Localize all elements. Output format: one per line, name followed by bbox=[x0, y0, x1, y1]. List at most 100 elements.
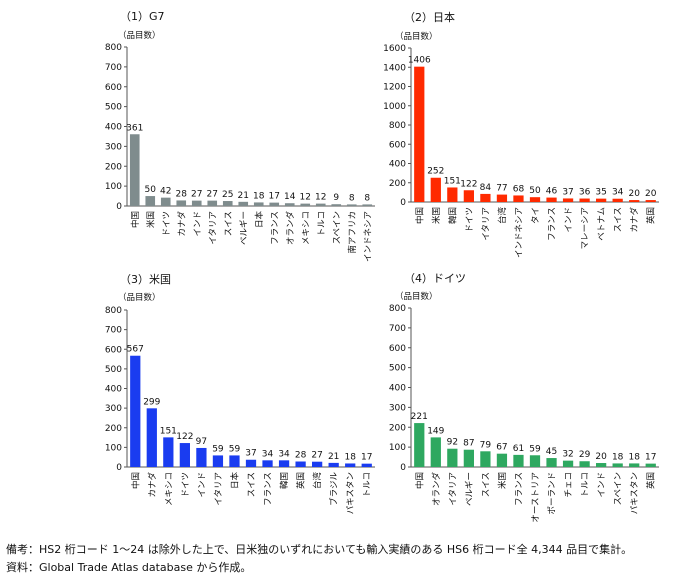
chart1-data-label: 12 bbox=[315, 193, 326, 203]
chart1-category-label: ドイツ bbox=[162, 211, 172, 237]
chart4-category-label: ベルギー bbox=[465, 472, 475, 506]
chart1-y-tick-label: 700 bbox=[105, 63, 122, 73]
chart4-y-tick-label: 600 bbox=[389, 344, 406, 354]
chart3-category-label: トルコ bbox=[363, 472, 373, 497]
chart4-data-label: 67 bbox=[496, 443, 507, 453]
chart4-bar bbox=[629, 463, 640, 467]
chart3-ylabel: （品目数） bbox=[118, 292, 161, 303]
chart1-title: （1）G7 bbox=[120, 10, 165, 23]
chart4-bar bbox=[430, 437, 441, 467]
chart4-bar bbox=[496, 453, 508, 467]
chart4-data-label: 18 bbox=[628, 452, 640, 462]
chart2-data-label: 20 bbox=[628, 189, 640, 199]
chart4-category-label: パキスタン bbox=[630, 472, 640, 514]
chart1-category-label: メキシコ bbox=[301, 211, 311, 245]
chart4-bar bbox=[579, 461, 590, 467]
chart1-data-label: 21 bbox=[238, 191, 249, 201]
chart3-data-label: 59 bbox=[229, 444, 241, 454]
chart2-bar bbox=[612, 198, 623, 202]
chart2-data-label: 122 bbox=[460, 179, 477, 189]
chart3-bar bbox=[295, 461, 306, 467]
chart1-data-label: 12 bbox=[300, 193, 311, 203]
chart2-category-label: 米国 bbox=[431, 207, 442, 224]
chart1-category-label: イタリア bbox=[208, 211, 218, 245]
chart3-data-label: 567 bbox=[127, 345, 144, 355]
chart3-y-tick-label: 300 bbox=[105, 404, 122, 414]
chart4-bar bbox=[562, 460, 574, 467]
chart3-bar bbox=[262, 460, 273, 467]
chart4-category-label: 米国 bbox=[497, 472, 508, 489]
chart2-bar bbox=[546, 197, 557, 202]
chart1-y-tick-label: 0 bbox=[116, 202, 122, 212]
chart2-y-tick-label: 1600 bbox=[383, 44, 406, 54]
chart2-y-tick-label: 1000 bbox=[383, 102, 406, 112]
note-source: 資料：Global Trade Atlas database から作成。 bbox=[6, 561, 252, 574]
chart2-data-label: 68 bbox=[513, 184, 525, 194]
chart1-category-label: オランダ bbox=[285, 211, 296, 246]
chart2-category-label: 中国 bbox=[414, 207, 425, 224]
chart4-data-label: 29 bbox=[579, 450, 591, 460]
chart1-bar bbox=[315, 203, 326, 206]
chart2-bar bbox=[430, 177, 441, 202]
chart4-bar bbox=[612, 463, 623, 467]
chart2-category-label: カナダ bbox=[629, 207, 640, 233]
chart3-bar bbox=[278, 460, 290, 467]
chart4-category-label: インド bbox=[597, 472, 607, 498]
chart4-category-label: 英国 bbox=[646, 472, 657, 489]
chart3-bar bbox=[163, 437, 174, 467]
chart3-bar bbox=[229, 455, 240, 467]
chart3-y-tick-label: 100 bbox=[105, 443, 122, 453]
chart3-category-label: 英国 bbox=[296, 472, 307, 489]
chart1-y-tick-label: 400 bbox=[105, 123, 122, 133]
chart1-data-label: 8 bbox=[349, 193, 355, 203]
chart3-category-label: 日本 bbox=[229, 472, 240, 490]
chart4-bar bbox=[447, 448, 458, 467]
chart3-data-label: 37 bbox=[245, 449, 256, 459]
chart3-category-label: カナダ bbox=[147, 472, 158, 498]
chart2-data-label: 35 bbox=[595, 188, 606, 198]
chart2-category-label: 韓国 bbox=[447, 207, 458, 224]
chart2-data-label: 20 bbox=[645, 189, 657, 199]
chart3-y-tick-label: 500 bbox=[105, 365, 122, 375]
chart4-data-label: 79 bbox=[480, 440, 492, 450]
chart2-y-tick-label: 400 bbox=[389, 160, 406, 170]
chart1-category-label: フランス bbox=[270, 211, 280, 245]
chart4-category-label: オランダ bbox=[431, 472, 442, 507]
chart2-data-label: 252 bbox=[427, 167, 444, 177]
chart2-y-tick-label: 0 bbox=[400, 198, 406, 208]
chart4-data-label: 18 bbox=[612, 452, 624, 462]
chart3-bar bbox=[146, 408, 157, 467]
chart2-bar bbox=[496, 194, 508, 202]
note-remarks: 備考：HS2 桁コード 1〜24 は除外した上で、日米独のいずれにおいても輸入実… bbox=[6, 543, 633, 556]
chart1-category-label: トルコ bbox=[317, 211, 327, 236]
chart1-bar bbox=[222, 201, 233, 206]
chart1-bar bbox=[207, 200, 218, 206]
chart2-category-label: 英国 bbox=[646, 207, 657, 224]
chart1-data-label: 14 bbox=[284, 192, 296, 202]
chart3-bar bbox=[179, 443, 190, 467]
chart2-data-label: 37 bbox=[562, 187, 573, 197]
chart4-data-label: 45 bbox=[546, 447, 557, 457]
chart3-category-label: 中国 bbox=[130, 472, 141, 489]
chart1-bar bbox=[160, 197, 171, 206]
chart2-category-label: タイ bbox=[531, 207, 541, 224]
chart3-data-label: 21 bbox=[328, 452, 339, 462]
chart3-y-tick-label: 0 bbox=[116, 463, 122, 473]
chart3-category-label: イタリア bbox=[214, 472, 224, 506]
chart2-data-label: 36 bbox=[579, 188, 591, 198]
chart1-y-tick-label: 600 bbox=[105, 83, 122, 93]
chart1-data-label: 18 bbox=[253, 191, 265, 201]
chart2-bar bbox=[596, 198, 607, 202]
chart4-category-label: オーストリア bbox=[531, 472, 541, 523]
chart2-y-tick-label: 1400 bbox=[383, 63, 406, 73]
chart4-y-tick-label: 200 bbox=[389, 423, 406, 433]
chart2-data-label: 46 bbox=[546, 187, 558, 197]
chart3-data-label: 59 bbox=[212, 444, 224, 454]
chart4-data-label: 92 bbox=[447, 438, 458, 448]
chart2-category-label: インドネシア bbox=[514, 207, 524, 258]
chart4-y-tick-label: 500 bbox=[389, 364, 406, 374]
chart1-data-label: 17 bbox=[269, 192, 280, 202]
chart1-data-label: 8 bbox=[364, 193, 370, 203]
chart3-category-label: フランス bbox=[264, 472, 274, 506]
chart3-data-label: 299 bbox=[143, 397, 160, 407]
